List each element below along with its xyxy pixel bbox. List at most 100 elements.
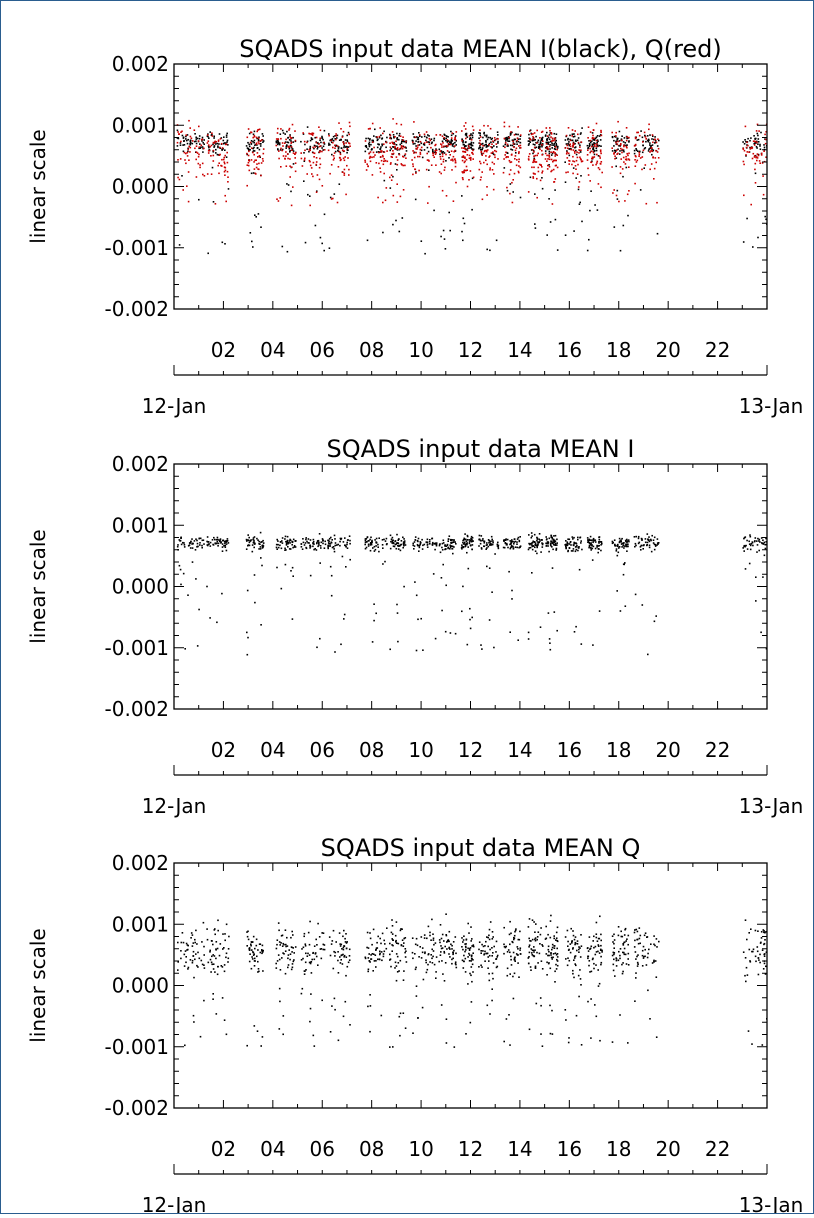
data-point <box>461 937 463 939</box>
data-point <box>322 185 324 187</box>
data-point <box>295 162 297 164</box>
series-2-block-7 <box>364 123 388 204</box>
data-point <box>536 939 538 941</box>
data-point <box>424 951 426 953</box>
data-point <box>618 951 620 953</box>
data-point <box>398 943 400 945</box>
data-point <box>649 142 651 144</box>
data-point <box>389 1046 391 1048</box>
data-point <box>532 136 534 138</box>
data-point <box>184 152 186 154</box>
data-point <box>259 156 261 158</box>
data-point <box>295 152 297 154</box>
data-point <box>277 939 279 941</box>
date-label-end: 13-Jan <box>739 1193 804 1213</box>
data-point <box>478 545 480 547</box>
data-point <box>547 165 549 167</box>
data-point <box>248 540 250 542</box>
data-point <box>251 147 253 149</box>
data-point <box>248 948 250 950</box>
data-point <box>289 148 291 150</box>
data-point <box>600 550 602 552</box>
data-point <box>483 132 485 134</box>
data-point <box>587 154 589 156</box>
data-point <box>305 962 307 964</box>
data-point <box>542 170 544 172</box>
data-point <box>654 136 656 138</box>
data-point <box>486 194 488 196</box>
data-point <box>570 140 572 142</box>
data-point <box>392 146 394 148</box>
data-point <box>333 155 335 157</box>
data-point <box>745 919 747 921</box>
data-point <box>368 947 370 949</box>
data-point <box>397 612 399 614</box>
data-point <box>567 171 569 173</box>
data-point <box>466 166 468 168</box>
data-point <box>343 947 345 949</box>
data-point <box>496 958 498 960</box>
data-point <box>305 969 307 971</box>
data-point <box>376 942 378 944</box>
data-point <box>538 542 540 544</box>
data-point <box>626 550 628 552</box>
data-point <box>249 545 251 547</box>
data-point <box>565 548 567 550</box>
data-point <box>331 575 333 577</box>
data-point <box>529 153 531 155</box>
data-point <box>568 1037 570 1039</box>
data-point <box>578 149 580 151</box>
data-point <box>461 138 463 140</box>
data-point <box>349 126 351 128</box>
data-point <box>482 540 484 542</box>
data-point <box>579 969 581 971</box>
data-point <box>282 537 284 539</box>
data-point <box>641 538 643 540</box>
data-point <box>532 541 534 543</box>
data-point <box>187 149 189 151</box>
data-point <box>613 954 615 956</box>
data-point <box>480 149 482 151</box>
data-point <box>471 956 473 958</box>
data-point <box>504 154 506 156</box>
data-point <box>496 967 498 969</box>
data-point <box>262 158 264 160</box>
data-point <box>344 938 346 940</box>
data-point <box>507 975 509 977</box>
data-point <box>511 541 513 543</box>
data-point <box>529 940 531 942</box>
data-point <box>533 951 535 953</box>
data-point <box>226 136 228 138</box>
data-point <box>587 1001 589 1003</box>
data-point <box>635 543 637 545</box>
data-point <box>536 1003 538 1005</box>
data-point <box>642 955 644 957</box>
data-point <box>278 930 280 932</box>
x-tick-label: 18 <box>606 338 631 362</box>
data-point <box>566 143 568 145</box>
data-point <box>455 936 457 938</box>
data-point <box>755 163 757 165</box>
data-point <box>565 1009 567 1011</box>
data-point <box>216 539 218 541</box>
y-tick-label: -0.002 <box>105 297 169 321</box>
data-point <box>329 247 331 249</box>
data-point <box>625 163 627 165</box>
data-point <box>415 148 417 150</box>
data-point <box>368 545 370 547</box>
data-point <box>469 543 471 545</box>
data-point <box>346 542 348 544</box>
y-tick-label: 0.002 <box>112 851 169 875</box>
data-point <box>334 147 336 149</box>
data-point <box>613 943 615 945</box>
data-point <box>291 137 293 139</box>
data-point <box>415 536 417 538</box>
data-point <box>420 153 422 155</box>
data-point <box>546 974 548 976</box>
data-point <box>577 940 579 942</box>
data-point <box>534 939 536 941</box>
data-point <box>282 542 284 544</box>
data-point <box>514 957 516 959</box>
data-point <box>742 547 744 549</box>
data-point <box>365 161 367 163</box>
